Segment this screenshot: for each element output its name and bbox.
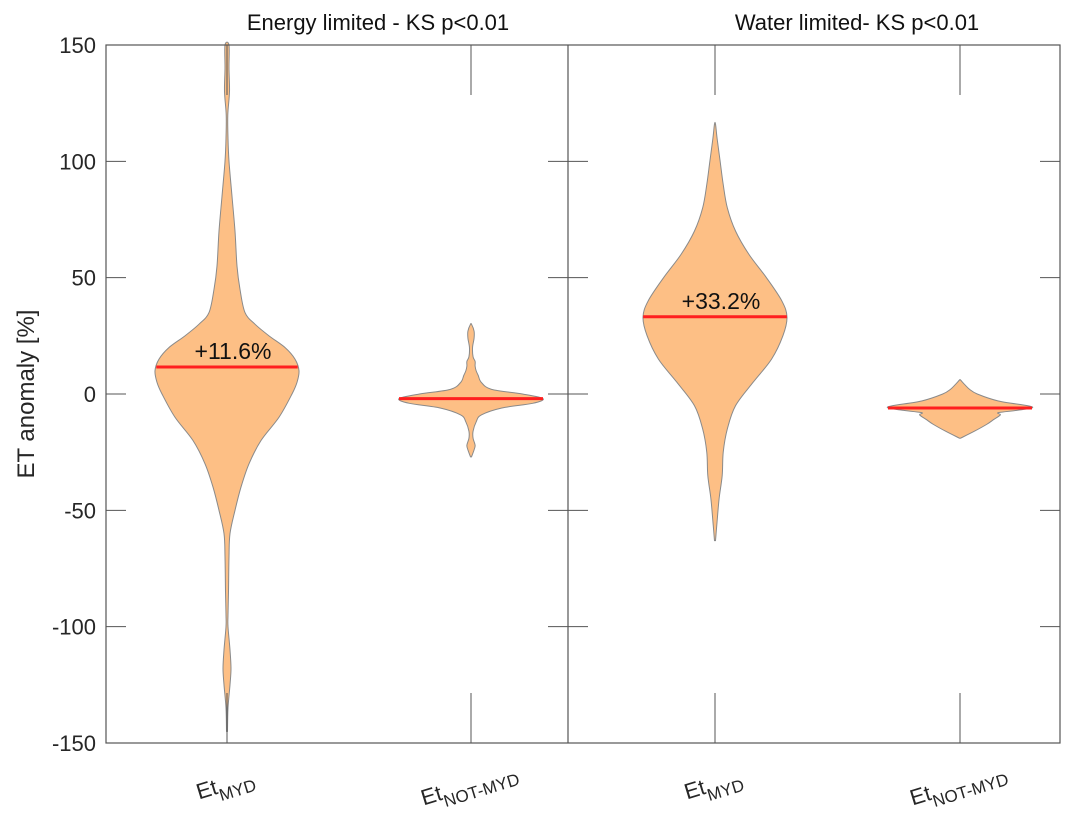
x-category-base: Et xyxy=(907,780,934,810)
panel-title-water-limited: Water limited- KS p<0.01 xyxy=(735,10,979,35)
panel-titles: Energy limited - KS p<0.01 Water limited… xyxy=(247,10,979,35)
median-annotations: +11.6% +33.2% xyxy=(195,288,761,364)
y-tick-label: 100 xyxy=(59,149,96,174)
x-category-label: EtNOT-MYD xyxy=(418,757,522,817)
violin-energy-not-myd xyxy=(398,322,544,458)
y-axis-ticks: -150 -100 -50 0 50 100 150 xyxy=(52,33,1060,756)
x-category-label: EtMYD xyxy=(681,763,746,811)
y-tick-label: 150 xyxy=(59,33,96,58)
y-tick-label: 50 xyxy=(72,266,96,291)
y-tick-label: -150 xyxy=(52,731,96,756)
y-tick-label: 0 xyxy=(84,382,96,407)
y-tick-label: -100 xyxy=(52,615,96,640)
x-category-labels: EtMYD EtNOT-MYD EtMYD EtNOT-MYD xyxy=(193,757,1011,817)
x-category-label: EtNOT-MYD xyxy=(907,757,1011,817)
median-annotation: +33.2% xyxy=(682,288,761,314)
violin-water-myd xyxy=(642,121,788,542)
violin-energy-myd xyxy=(154,41,300,732)
x-category-subscript: NOT-MYD xyxy=(930,770,1011,811)
x-category-label: EtMYD xyxy=(193,763,258,811)
y-tick-label: -50 xyxy=(64,498,96,523)
x-category-base: Et xyxy=(681,774,708,804)
panel-title-energy-limited: Energy limited - KS p<0.01 xyxy=(247,10,509,35)
x-category-base: Et xyxy=(193,774,220,804)
x-category-base: Et xyxy=(418,780,445,810)
x-category-subscript: NOT-MYD xyxy=(441,770,522,811)
violins-layer xyxy=(154,41,1034,732)
median-annotation: +11.6% xyxy=(195,338,272,364)
y-axis-label: ET anomaly [%] xyxy=(13,310,40,479)
x-category-subscript: MYD xyxy=(217,776,259,805)
x-category-subscript: MYD xyxy=(705,776,747,805)
